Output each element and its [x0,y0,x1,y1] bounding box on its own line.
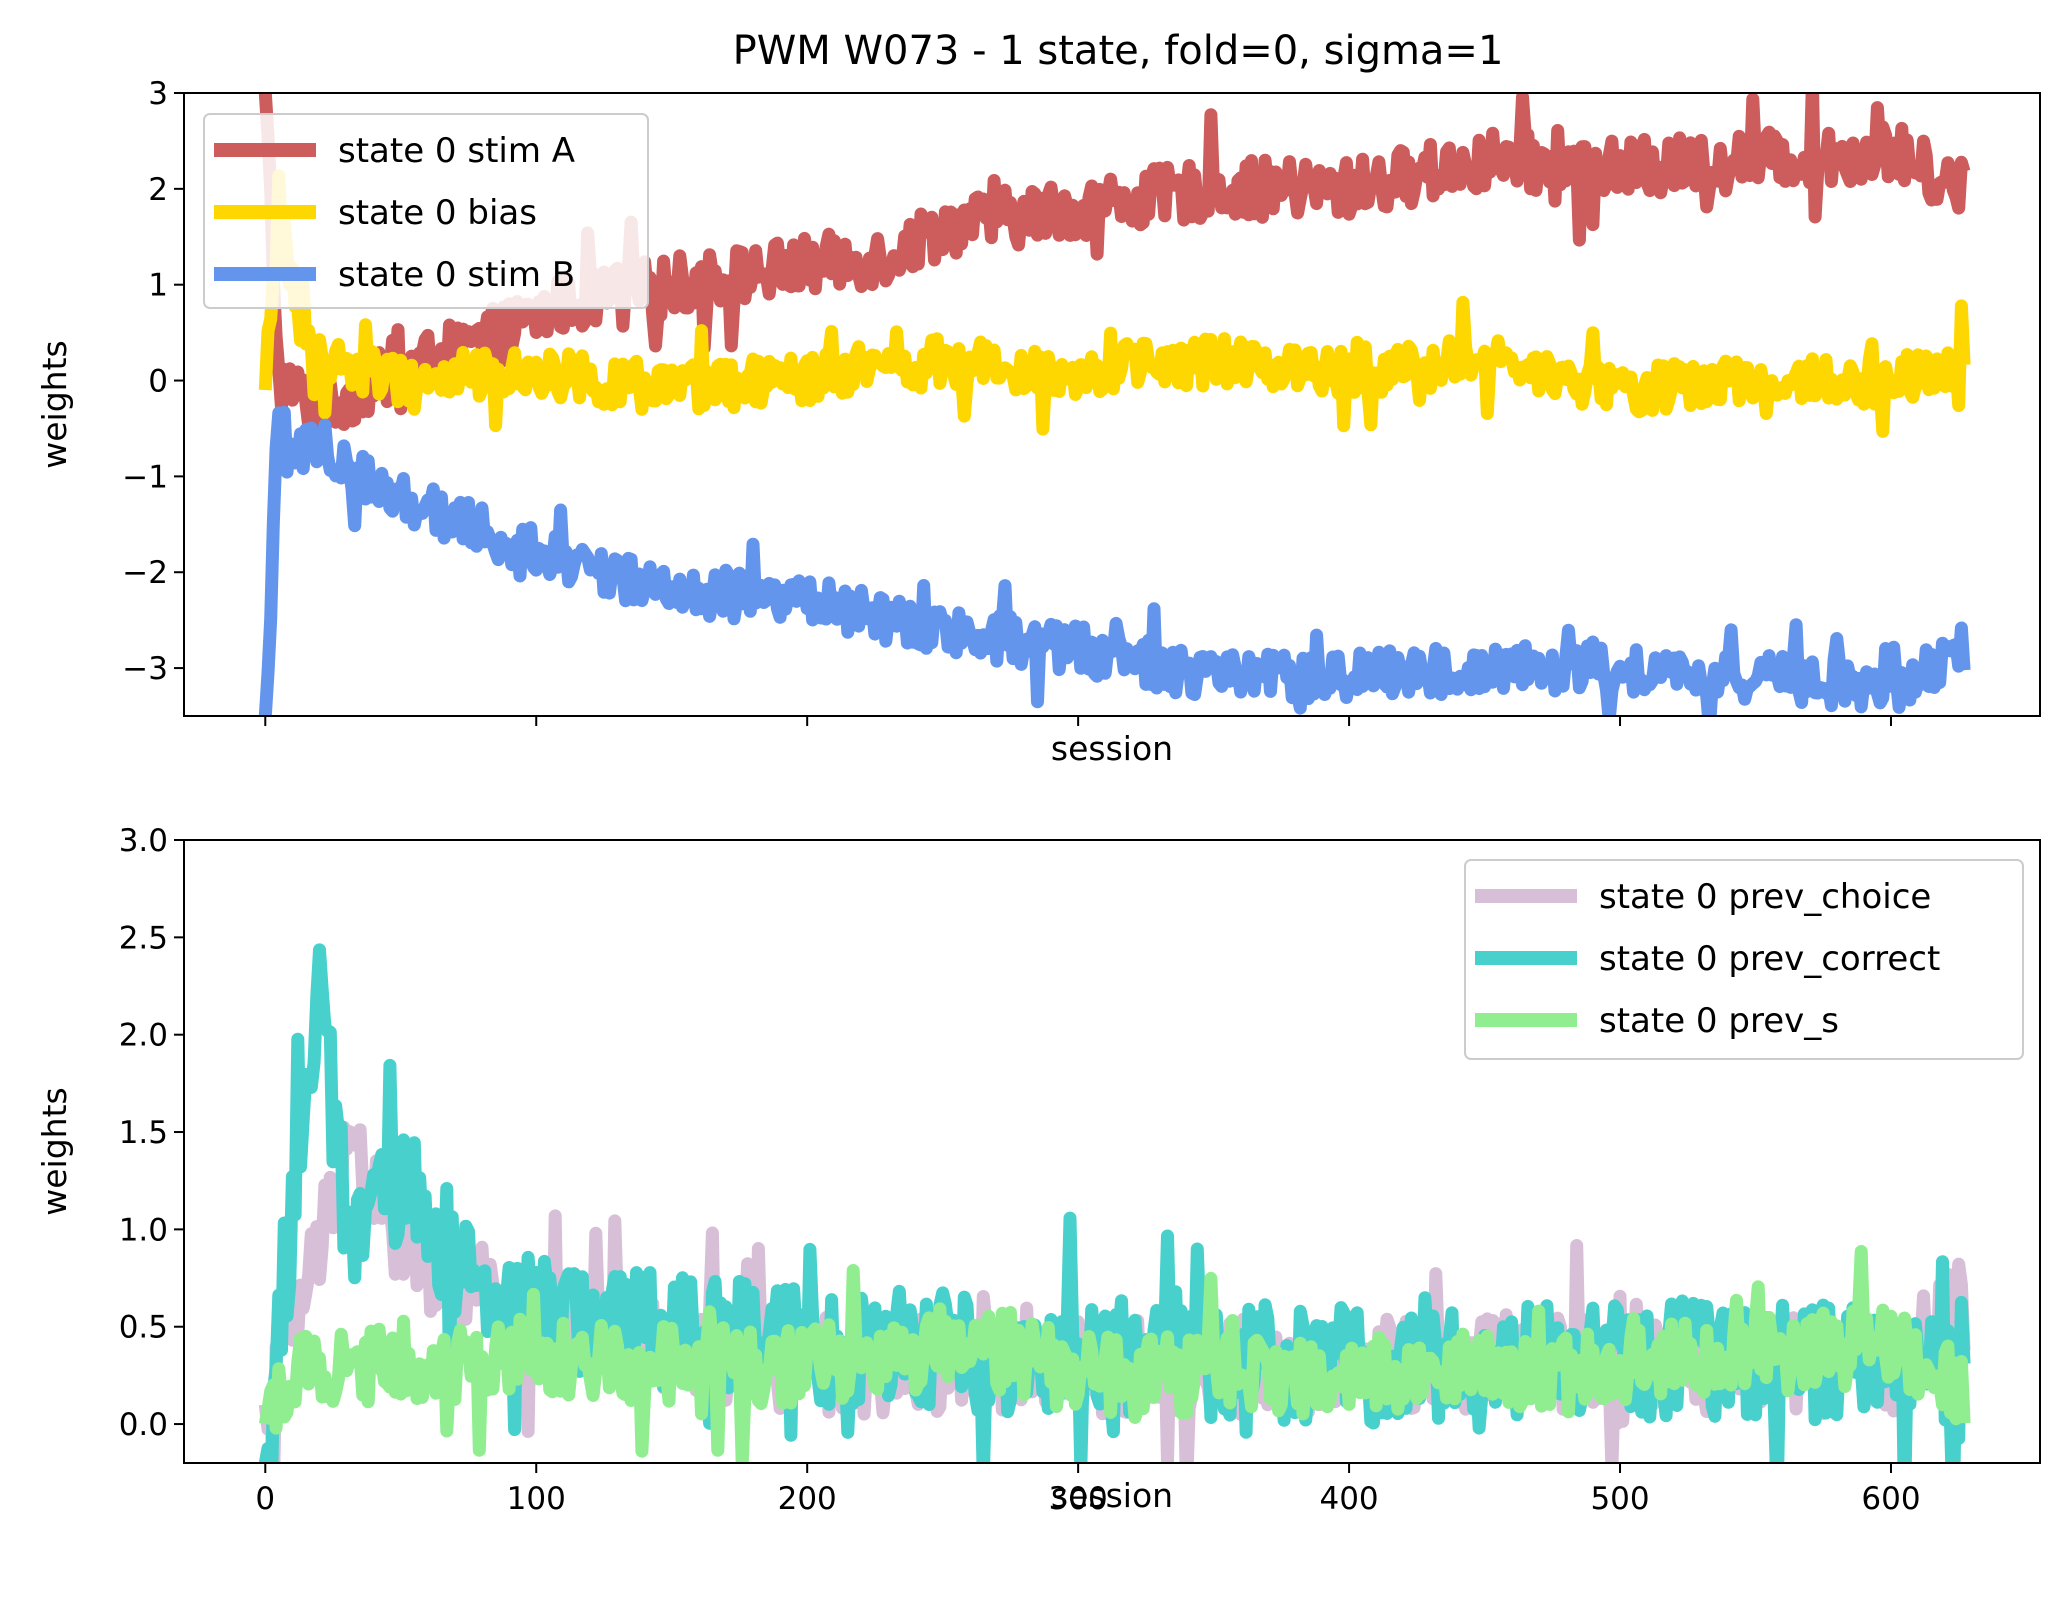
legend-box [203,113,649,309]
legend-label-state-0-prev-s: state 0 prev_s [1599,1001,1839,1041]
y-tick-label: −1 [122,459,168,495]
y-axis-label: weights [35,340,74,468]
y-tick-label: −3 [122,651,168,687]
bottom-panel: 0 100 200 300 400 500 600 0.0 0.5 1.0 1.5 2.0 2.5 3.0… [35,823,2041,1517]
y-tick-label: 1 [148,268,168,304]
plot-frame [183,92,2041,717]
x-tick-label: 300 [1049,1481,1108,1517]
series-line-state-0-stim-b [258,405,1971,716]
y-tick-label: 1.0 [119,1212,168,1248]
legend-label-state-0-stim-a: state 0 stim A [338,131,575,171]
series-group [258,943,1971,1463]
x-tick-label: 400 [1319,1481,1378,1517]
y-tick-label: −2 [122,555,168,591]
y-axis-label: weights [35,1087,74,1215]
series-line-state-0-stim-a [258,93,1971,437]
legend-label-state-0-prev-choice: state 0 prev_choice [1599,877,1931,917]
x-tick-label: 0 [255,1481,275,1517]
y-tick-label: 0.5 [119,1310,168,1346]
legend-box [1464,859,2024,1060]
x-tick-label: 100 [507,1481,566,1517]
x-axis-label: session [1051,1476,1173,1515]
x-tick-label: 200 [778,1481,837,1517]
legend: state 0 stim A state 0 bias state 0 stim B [203,113,649,309]
x-tick-label: 500 [1590,1481,1649,1517]
legend-label-state-0-bias: state 0 bias [338,193,537,233]
x-tick-label: 600 [1861,1481,1920,1517]
legend-label-state-0-prev-correct: state 0 prev_correct [1599,939,1940,979]
figure-title: PWM W073 - 1 state, fold=0, sigma=1 [733,28,1504,74]
series-line-state-0-prev-s [258,1245,1971,1463]
y-tick-label: 2.5 [119,920,168,956]
plot-frame [183,839,2041,1464]
y-tick-label: 2.0 [119,1018,168,1054]
y-tick-label: 2 [148,172,168,208]
y-tick-label: 1.5 [119,1115,168,1151]
y-tick-label: 3 [148,76,168,112]
legend-label-state-0-stim-b: state 0 stim B [338,255,575,295]
y-tick-label: 0 [148,364,168,400]
series-line-state-0-bias [258,169,1971,438]
x-axis-label: session [1051,729,1173,768]
series-group [258,93,1971,716]
y-tick-label: 0.0 [119,1407,168,1443]
y-tick-label: 3.0 [119,823,168,859]
